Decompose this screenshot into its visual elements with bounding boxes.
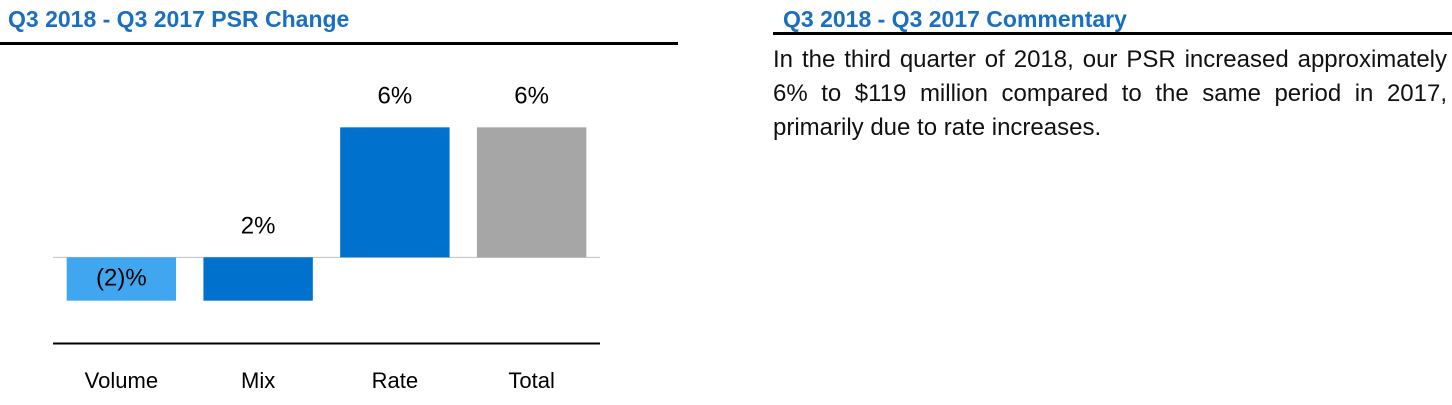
bar bbox=[66, 257, 177, 301]
x-tick-label: Rate bbox=[372, 368, 418, 393]
commentary-text: In the third quarter of 2018, our PSR in… bbox=[773, 46, 1447, 141]
x-tick-label: Volume bbox=[85, 368, 158, 393]
value-label: 6% bbox=[378, 83, 413, 110]
x-tick-label: Total bbox=[508, 368, 554, 393]
value-label: (2)% bbox=[96, 264, 147, 291]
commentary: Q3 2018 - Q3 2017 Commentary In the thir… bbox=[773, 0, 1452, 145]
bar bbox=[476, 127, 587, 258]
value-label: 2% bbox=[241, 213, 276, 240]
bar bbox=[340, 127, 450, 258]
bar bbox=[203, 257, 313, 301]
value-label: 6% bbox=[514, 83, 549, 110]
chart-title: Q3 2018 - Q3 2017 PSR Change bbox=[8, 6, 349, 32]
commentary-title: Q3 2018 - Q3 2017 Commentary bbox=[773, 0, 1452, 35]
x-tick-label: Mix bbox=[241, 368, 275, 393]
chart: Q3 2018 - Q3 2017 PSR Change (2)% Volume 2… bbox=[0, 6, 678, 393]
